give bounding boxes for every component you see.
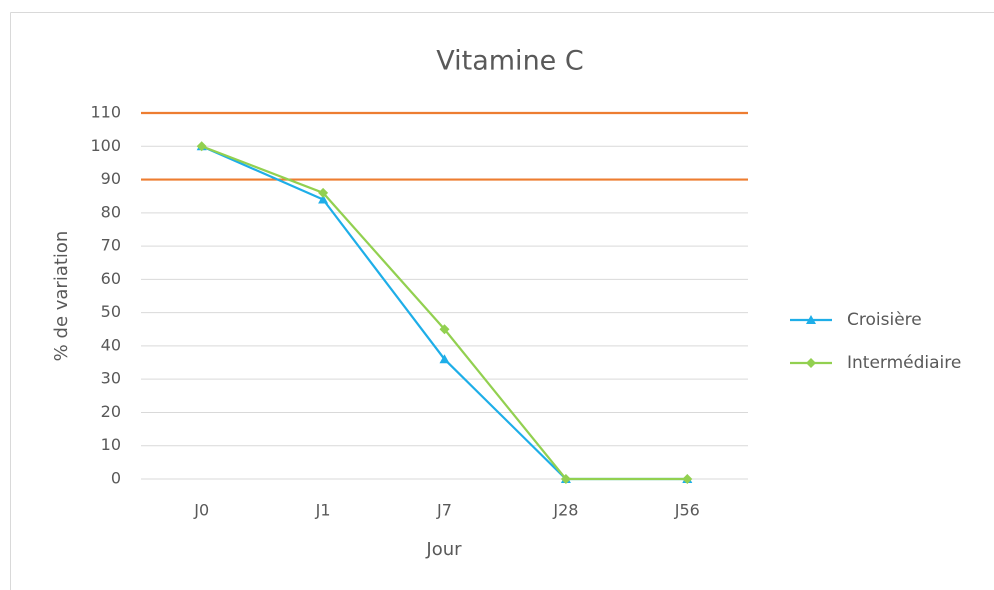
data-point xyxy=(439,354,450,364)
data-point xyxy=(318,187,329,198)
legend-marker xyxy=(806,315,816,324)
legend-label: Croisière xyxy=(847,310,922,330)
legend-label: Intermédiaire xyxy=(847,353,961,373)
data-point xyxy=(439,324,450,335)
y-tick-label: 10 xyxy=(101,435,121,454)
chart-title: Vitamine C xyxy=(436,46,583,77)
y-tick-label: 80 xyxy=(101,202,121,221)
data-point xyxy=(318,194,329,204)
y-tick-label: 100 xyxy=(90,136,121,155)
data-point xyxy=(682,474,693,484)
legend-marker xyxy=(806,358,816,368)
y-tick-label: 110 xyxy=(90,103,121,122)
y-tick-label: 50 xyxy=(101,302,121,321)
y-tick-label: 0 xyxy=(111,469,121,488)
x-tick-label: J1 xyxy=(315,501,331,520)
y-tick-label: 90 xyxy=(101,169,121,188)
x-tick-label: J56 xyxy=(674,501,700,520)
x-axis-label: Jour xyxy=(425,539,462,560)
x-tick-label: J0 xyxy=(193,501,209,520)
y-tick-label: 20 xyxy=(101,402,121,421)
y-tick-label: 30 xyxy=(101,369,121,388)
x-tick-label: J7 xyxy=(436,501,452,520)
data-point xyxy=(196,141,207,152)
x-tick-label: J28 xyxy=(552,501,578,520)
y-tick-label: 70 xyxy=(101,236,121,255)
y-tick-label: 60 xyxy=(101,269,121,288)
data-point xyxy=(560,474,571,484)
y-tick-label: 40 xyxy=(101,335,121,354)
y-axis-label: % de variation xyxy=(51,231,72,362)
